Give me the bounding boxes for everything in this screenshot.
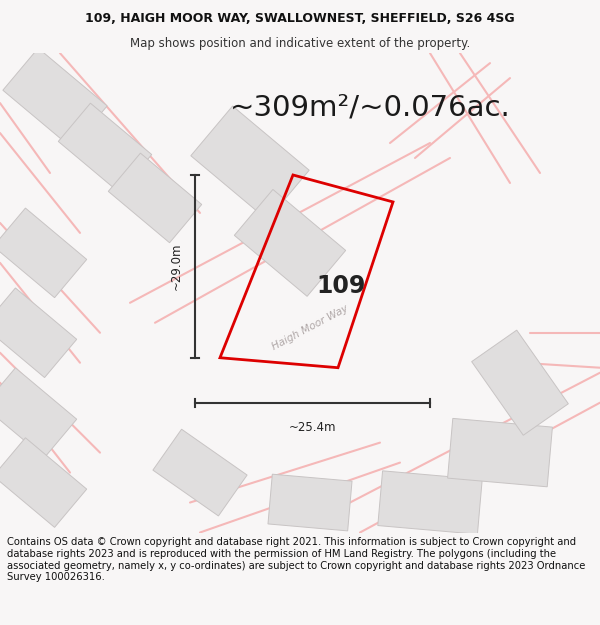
Polygon shape <box>235 189 346 296</box>
Text: 109: 109 <box>316 274 365 298</box>
Polygon shape <box>153 429 247 516</box>
Text: Map shows position and indicative extent of the property.: Map shows position and indicative extent… <box>130 38 470 50</box>
Polygon shape <box>0 288 77 378</box>
Polygon shape <box>0 438 87 528</box>
Text: Haigh Moor Way: Haigh Moor Way <box>270 303 350 352</box>
Polygon shape <box>108 153 202 242</box>
Text: 109, HAIGH MOOR WAY, SWALLOWNEST, SHEFFIELD, S26 4SG: 109, HAIGH MOOR WAY, SWALLOWNEST, SHEFFI… <box>85 12 515 24</box>
Polygon shape <box>448 418 553 487</box>
Polygon shape <box>191 106 309 220</box>
Text: ~309m²/~0.076ac.: ~309m²/~0.076ac. <box>230 93 511 121</box>
Text: ~25.4m: ~25.4m <box>289 421 336 434</box>
Polygon shape <box>0 208 87 298</box>
Polygon shape <box>0 368 77 458</box>
Polygon shape <box>378 471 482 534</box>
Polygon shape <box>3 48 107 148</box>
Polygon shape <box>472 330 568 435</box>
Text: ~29.0m: ~29.0m <box>170 242 183 290</box>
Text: Contains OS data © Crown copyright and database right 2021. This information is : Contains OS data © Crown copyright and d… <box>7 538 586 582</box>
Polygon shape <box>268 474 352 531</box>
Polygon shape <box>58 103 152 192</box>
